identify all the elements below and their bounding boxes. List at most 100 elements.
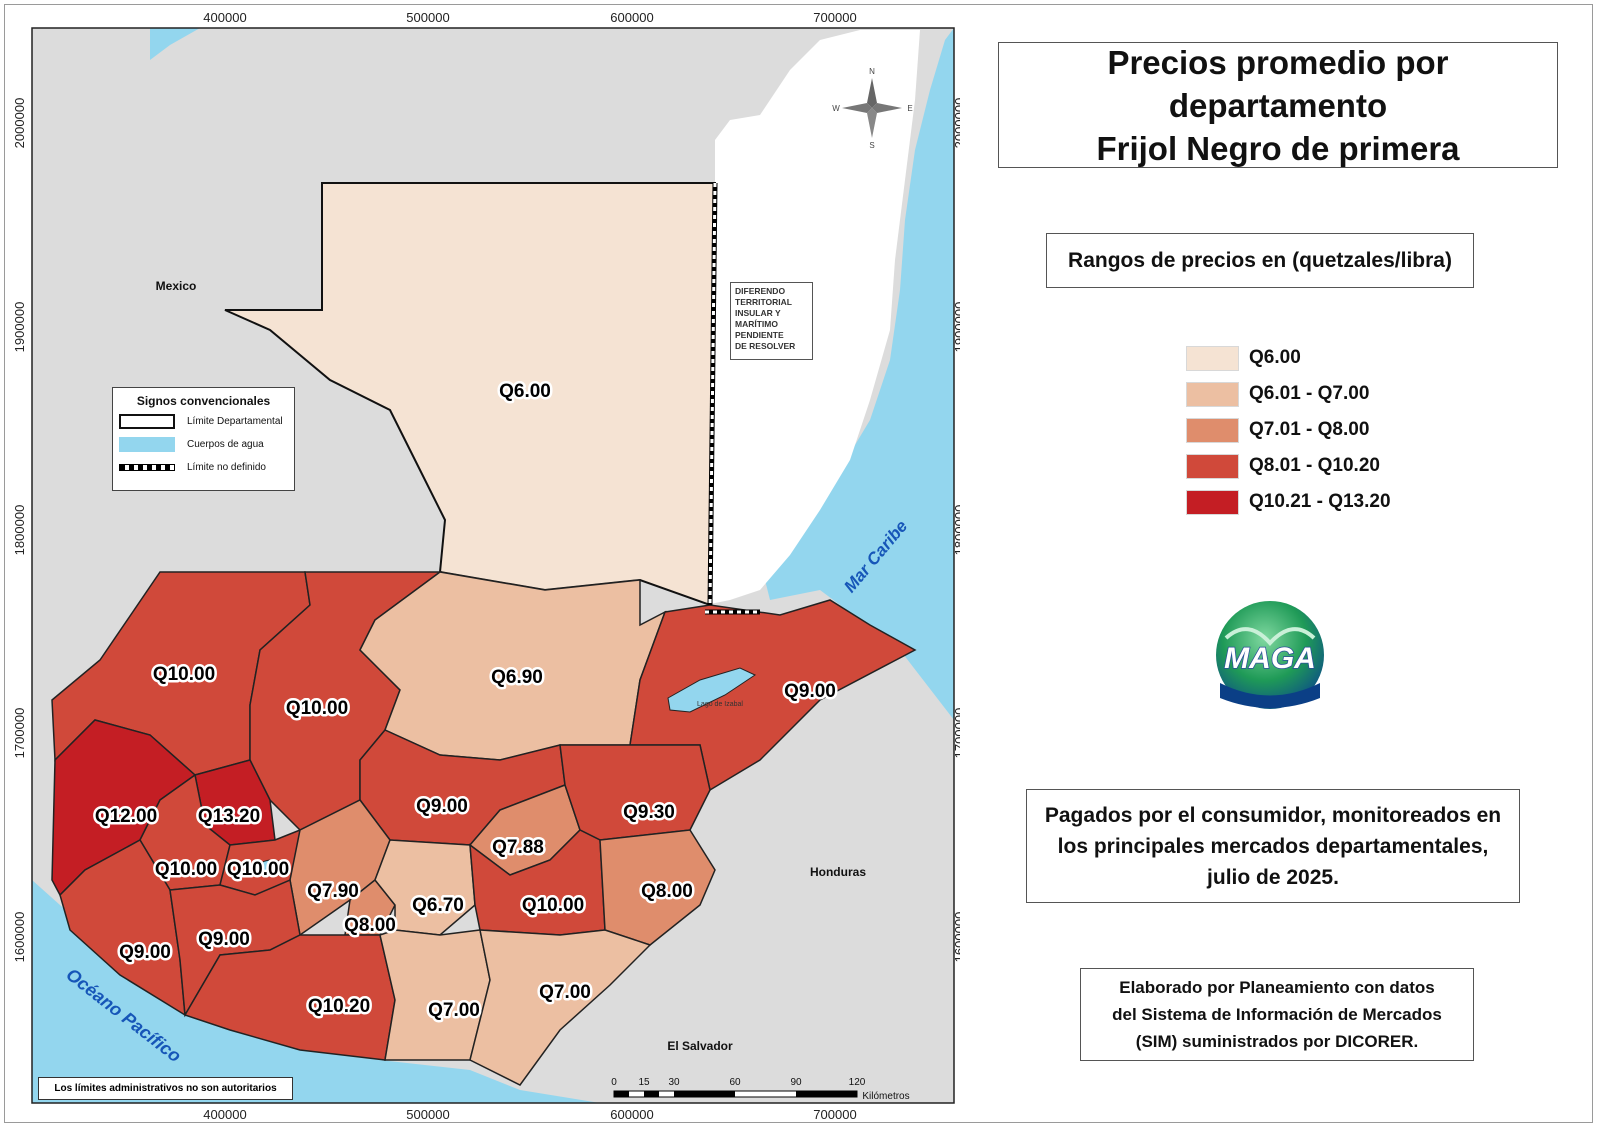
map-subtitle: Frijol Negro de primera — [1096, 129, 1460, 167]
price-label-chimaltenango: Q7.90 — [307, 881, 359, 902]
sign-label: Cuerpos de agua — [187, 439, 264, 450]
gulf-water — [150, 28, 200, 60]
x-tick-bottom: 400000 — [203, 1107, 246, 1122]
x-tick-bottom: 700000 — [813, 1107, 856, 1122]
dispute-line: MARÍTIMO — [735, 319, 778, 329]
region-jutiapa — [469, 929, 652, 1086]
price-label-retalhuleu: Q9.00 — [119, 942, 171, 963]
maga-logo: MAGA — [1216, 601, 1324, 709]
label-el-salvador: El Salvador — [667, 1039, 733, 1053]
sign-label: Límite no definido — [187, 462, 266, 473]
page-frame — [4, 4, 1593, 1123]
x-tick-top: 700000 — [813, 10, 856, 25]
x-tick-top: 400000 — [203, 10, 246, 25]
region-sacatepequez — [344, 878, 396, 936]
scale-tick: 15 — [638, 1077, 650, 1088]
price-label-chiquimula: Q8.00 — [641, 881, 693, 902]
y-tick-right: 1900000 — [952, 302, 960, 353]
note-line: Pagados por el consumidor, monitoreados … — [1044, 803, 1502, 827]
compass-w: W — [832, 104, 840, 113]
map-title: Precios promedio por departamento — [1107, 43, 1449, 124]
guatemala-price-map: N S E W 400000 500000 600000 700000 4000… — [12, 10, 960, 1122]
price-label-jalapa: Q10.00 — [522, 895, 584, 916]
legend-label: Q8.01 - Q10.20 — [1249, 455, 1380, 476]
y-tick-left: 2000000 — [12, 98, 27, 149]
scale-tick: 0 — [611, 1077, 617, 1088]
legend-label: Q6.01 - Q7.00 — [1249, 383, 1370, 404]
legend-item: Q6.01 - Q7.00 — [1186, 376, 1391, 412]
pacific-ocean — [32, 880, 600, 1103]
scale-bar — [613, 1090, 858, 1098]
lago-atitlan — [257, 859, 287, 877]
x-tick-bottom: 500000 — [406, 1107, 449, 1122]
map-title-box: Precios promedio por departamento Frijol… — [998, 42, 1558, 168]
x-tick-bottom: 600000 — [610, 1107, 653, 1122]
price-label-escuintla: Q10.20 — [308, 996, 370, 1017]
y-tick-left: 1900000 — [12, 302, 27, 353]
x-tick-top: 600000 — [610, 10, 653, 25]
compass-n: N — [869, 67, 875, 76]
department-limit-symbol — [119, 414, 175, 429]
dispute-line: INSULAR Y — [735, 308, 781, 318]
legend-swatch — [1186, 453, 1239, 479]
legend-item: Q6.00 — [1186, 340, 1391, 376]
scale-tick: 60 — [729, 1077, 741, 1088]
price-label-sacatepequez: Q8.00 — [344, 915, 396, 936]
dispute-line: PENDIENTE — [735, 330, 784, 340]
logo-text: MAGA — [1224, 642, 1316, 675]
legend-label: Q10.21 - Q13.20 — [1249, 491, 1391, 512]
legend-swatch — [1186, 417, 1239, 443]
price-legend: Q6.00 Q6.01 - Q7.00 Q7.01 - Q8.00 Q8.01 … — [1186, 340, 1391, 520]
y-tick-right: 1700000 — [952, 708, 960, 759]
compass-rose — [842, 78, 902, 138]
price-label-solola: Q10.00 — [227, 859, 289, 880]
y-tick-right: 2000000 — [952, 98, 960, 149]
undefined-limit-symbol — [119, 464, 175, 471]
compass-s: S — [869, 141, 874, 150]
legend-label: Q6.00 — [1249, 347, 1301, 368]
undefined-border-dash — [708, 182, 717, 606]
label-honduras: Honduras — [810, 865, 866, 879]
price-label-huehuetenango: Q10.00 — [153, 664, 215, 685]
conventional-signs-title: Signos convencionales — [136, 394, 271, 408]
legend-item: Q10.21 - Q13.20 — [1186, 484, 1391, 520]
territorial-dispute-note: DIFERENDO TERRITORIAL INSULAR Y MARÍTIMO… — [730, 282, 813, 360]
price-label-quetzaltenango: Q10.00 — [155, 859, 217, 880]
sign-row-undefined: Límite no definido — [119, 462, 266, 473]
price-label-quiche: Q10.00 — [286, 698, 348, 719]
sign-row-limit: Límite Departamental — [119, 414, 283, 429]
dispute-line: DE RESOLVER — [735, 341, 796, 351]
price-label-santa-rosa: Q7.00 — [428, 1000, 480, 1021]
water-body-symbol — [119, 437, 175, 452]
note-line: los principales mercados departamentales… — [1057, 834, 1489, 858]
compass-e: E — [907, 104, 912, 113]
map-border — [31, 27, 955, 1104]
consumer-note-box: Pagados por el consumidor, monitoreados … — [1026, 789, 1520, 903]
caribbean-sea — [760, 28, 954, 720]
legend-item: Q7.01 - Q8.00 — [1186, 412, 1391, 448]
credit-line: (SIM) suministrados por DICORER. — [1135, 1032, 1419, 1051]
credit-line: del Sistema de Información de Mercados — [1112, 1005, 1442, 1024]
legend-item: Q8.01 - Q10.20 — [1186, 448, 1391, 484]
price-label-peten: Q6.00 — [499, 381, 551, 402]
y-tick-right: 1600000 — [952, 912, 960, 963]
price-range-heading: Rangos de precios en (quetzales/libra) — [1046, 233, 1474, 288]
dispute-line: TERRITORIAL — [735, 297, 792, 307]
scale-tick: 30 — [668, 1077, 680, 1088]
y-tick-left: 1600000 — [12, 912, 27, 963]
legend-swatch — [1186, 345, 1239, 371]
region-zacapa — [559, 744, 711, 841]
x-tick-top: 500000 — [406, 10, 449, 25]
region-guatemala — [374, 839, 476, 936]
y-tick-left: 1800000 — [12, 505, 27, 556]
price-label-suchitepequez: Q9.00 — [198, 929, 250, 950]
price-label-el-progreso: Q7.88 — [492, 837, 544, 858]
conventional-signs-box: Signos convencionales Límite Departament… — [112, 387, 295, 491]
price-label-jutiapa: Q7.00 — [539, 982, 591, 1003]
legend-label: Q7.01 - Q8.00 — [1249, 419, 1370, 440]
price-label-alta-verapaz: Q6.90 — [491, 667, 543, 688]
price-label-totonicapan: Q13.20 — [198, 806, 260, 827]
note-line: julio de 2025. — [1207, 865, 1339, 889]
price-label-san-marcos: Q12.00 — [95, 806, 157, 827]
scale-tick: 120 — [849, 1077, 866, 1088]
